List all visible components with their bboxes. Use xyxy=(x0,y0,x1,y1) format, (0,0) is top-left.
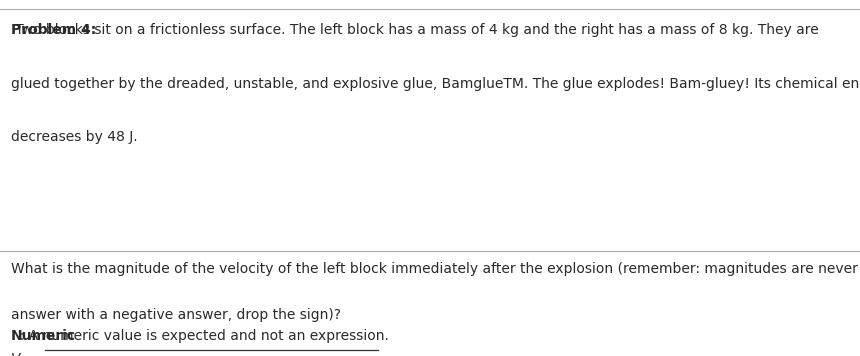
Text: answer with a negative answer, drop the sign)?: answer with a negative answer, drop the … xyxy=(11,308,341,322)
Text: What is the magnitude of the velocity of the left block immediately after the ex: What is the magnitude of the velocity of… xyxy=(11,262,860,276)
Text: Two blocks sit on a frictionless surface. The left block has a mass of 4 kg and : Two blocks sit on a frictionless surface… xyxy=(11,23,819,37)
Text: Numeric: Numeric xyxy=(11,329,77,343)
Text: V =: V = xyxy=(11,352,41,356)
Text: glued together by the dreaded, unstable, and explosive glue, BamglueTM. The glue: glued together by the dreaded, unstable,… xyxy=(11,77,860,90)
Text: : A numeric value is expected and not an expression.: : A numeric value is expected and not an… xyxy=(11,329,389,343)
Text: decreases by 48 J.: decreases by 48 J. xyxy=(11,130,138,144)
Text: Problem 4:: Problem 4: xyxy=(11,23,96,37)
